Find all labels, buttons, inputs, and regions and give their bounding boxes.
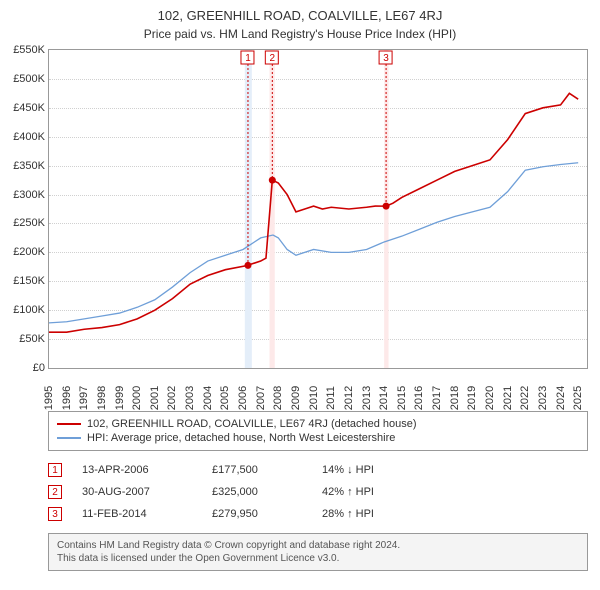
y-axis-label: £200K bbox=[1, 246, 45, 258]
x-axis-label: 1996 bbox=[61, 386, 73, 410]
x-axis-label: 2012 bbox=[343, 386, 355, 410]
x-axis-label: 2009 bbox=[290, 386, 302, 410]
x-axis-label: 2006 bbox=[237, 386, 249, 410]
legend-swatch bbox=[57, 437, 81, 439]
y-axis-label: £400K bbox=[1, 131, 45, 143]
event-price: £279,950 bbox=[212, 508, 302, 520]
y-axis-label: £350K bbox=[1, 160, 45, 172]
event-delta: 14% ↓ HPI bbox=[322, 464, 422, 476]
events-table: 1 13-APR-2006 £177,500 14% ↓ HPI 2 30-AUG-200… bbox=[48, 459, 588, 525]
x-axis-label: 2008 bbox=[272, 386, 284, 410]
y-axis-label: £450K bbox=[1, 102, 45, 114]
legend-item: 102, GREENHILL ROAD, COALVILLE, LE67 4RJ… bbox=[57, 417, 579, 431]
price-chart: £0£50K£100K£150K£200K£250K£300K£350K£400… bbox=[48, 49, 588, 369]
y-axis-label: £150K bbox=[1, 275, 45, 287]
svg-text:2: 2 bbox=[270, 53, 276, 64]
series-hpi bbox=[49, 163, 578, 323]
svg-text:3: 3 bbox=[383, 53, 389, 64]
x-axis-label: 2013 bbox=[361, 386, 373, 410]
x-axis-label: 2004 bbox=[202, 386, 214, 410]
x-axis-label: 2017 bbox=[431, 386, 443, 410]
event-row: 2 30-AUG-2007 £325,000 42% ↑ HPI bbox=[48, 481, 588, 503]
x-axis-label: 2014 bbox=[378, 386, 390, 410]
x-axis-label: 2011 bbox=[325, 386, 337, 410]
legend-item: HPI: Average price, detached house, Nort… bbox=[57, 431, 579, 445]
x-axis-label: 2002 bbox=[166, 386, 178, 410]
x-axis-label: 2024 bbox=[555, 386, 567, 410]
legend-label: HPI: Average price, detached house, Nort… bbox=[87, 432, 395, 444]
x-axis-label: 2000 bbox=[131, 386, 143, 410]
event-date: 30-AUG-2007 bbox=[82, 486, 192, 498]
y-axis-label: £100K bbox=[1, 304, 45, 316]
x-axis-label: 2010 bbox=[308, 386, 320, 410]
x-axis-label: 2007 bbox=[255, 386, 267, 410]
x-axis-label: 1999 bbox=[114, 386, 126, 410]
x-axis-label: 1998 bbox=[96, 386, 108, 410]
event-price: £325,000 bbox=[212, 486, 302, 498]
event-delta: 42% ↑ HPI bbox=[322, 486, 422, 498]
x-axis-label: 2023 bbox=[537, 386, 549, 410]
x-axis-label: 2022 bbox=[519, 386, 531, 410]
event-price: £177,500 bbox=[212, 464, 302, 476]
attribution-line: This data is licensed under the Open Gov… bbox=[57, 552, 579, 565]
y-axis-label: £300K bbox=[1, 189, 45, 201]
x-axis-label: 2003 bbox=[184, 386, 196, 410]
y-axis-label: £250K bbox=[1, 217, 45, 229]
page-subtitle: Price paid vs. HM Land Registry's House … bbox=[0, 23, 600, 49]
x-axis-label: 2020 bbox=[484, 386, 496, 410]
event-marker: 1 bbox=[48, 463, 62, 477]
x-axis-label: 2019 bbox=[466, 386, 478, 410]
x-axis-label: 2015 bbox=[396, 386, 408, 410]
event-marker: 2 bbox=[48, 485, 62, 499]
series-property bbox=[49, 93, 578, 332]
legend-swatch bbox=[57, 423, 81, 425]
x-axis-label: 2005 bbox=[219, 386, 231, 410]
x-axis-label: 1997 bbox=[78, 386, 90, 410]
legend: 102, GREENHILL ROAD, COALVILLE, LE67 4RJ… bbox=[48, 411, 588, 451]
y-axis-label: £500K bbox=[1, 73, 45, 85]
event-marker: 3 bbox=[48, 507, 62, 521]
event-row: 3 11-FEB-2014 £279,950 28% ↑ HPI bbox=[48, 503, 588, 525]
y-axis-label: £50K bbox=[1, 333, 45, 345]
attribution: Contains HM Land Registry data © Crown c… bbox=[48, 533, 588, 571]
attribution-line: Contains HM Land Registry data © Crown c… bbox=[57, 539, 579, 552]
event-date: 13-APR-2006 bbox=[82, 464, 192, 476]
y-axis-label: £550K bbox=[1, 44, 45, 56]
event-delta: 28% ↑ HPI bbox=[322, 508, 422, 520]
x-axis-label: 2025 bbox=[572, 386, 584, 410]
y-axis-label: £0 bbox=[1, 362, 45, 374]
page-title: 102, GREENHILL ROAD, COALVILLE, LE67 4RJ bbox=[0, 0, 600, 23]
x-axis-label: 2018 bbox=[449, 386, 461, 410]
x-axis-label: 2001 bbox=[149, 386, 161, 410]
x-axis-label: 2021 bbox=[502, 386, 514, 410]
event-date: 11-FEB-2014 bbox=[82, 508, 192, 520]
svg-text:1: 1 bbox=[245, 53, 251, 64]
x-axis-label: 1995 bbox=[43, 386, 55, 410]
x-axis-label: 2016 bbox=[413, 386, 425, 410]
event-row: 1 13-APR-2006 £177,500 14% ↓ HPI bbox=[48, 459, 588, 481]
legend-label: 102, GREENHILL ROAD, COALVILLE, LE67 4RJ… bbox=[87, 418, 417, 430]
